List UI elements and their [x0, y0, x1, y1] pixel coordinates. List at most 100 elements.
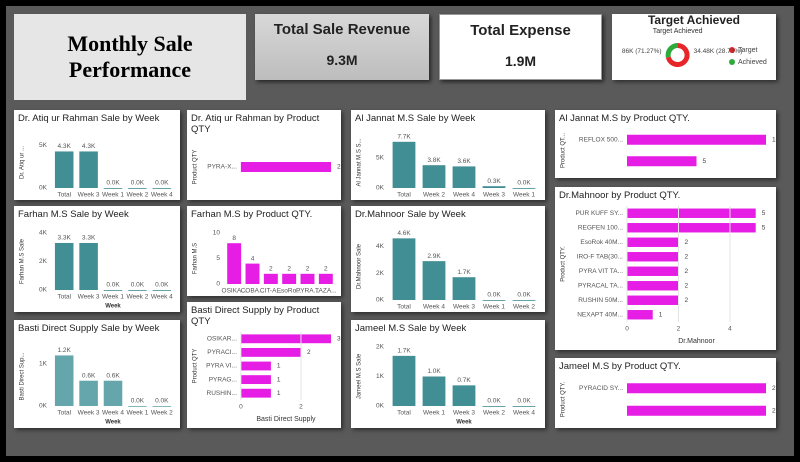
y-axis-label: Dr. Atiq ur ... [20, 146, 26, 179]
chart-panel: Al Jannat M.S Sale by Week Al Jannat M.S … [351, 110, 545, 200]
bar [103, 290, 123, 291]
value-label: 0.0K [131, 398, 145, 405]
donut-slice [665, 43, 690, 68]
chart: Jameel M.S Sale 0K 1K 2K 1.7K Total 1.0K Week 1… [357, 344, 536, 426]
x-tick-label: Week 3 [483, 192, 505, 199]
chart-title: Al Jannat M.S Sale by Week [355, 113, 476, 124]
x-tick-label: Week 2 [151, 410, 173, 417]
x-tick-label: Total [397, 192, 411, 199]
chart-panel: Jameel M.S Sale by Week Jameel M.S Sale 0K… [351, 320, 545, 428]
chart: Dr.Mahnoor Sale 0K 2K 4K 4.6K Total 2.9K Week 4… [357, 230, 536, 311]
y-tick-label: OSIKAR... [207, 336, 237, 343]
y-tick-label: 4K [376, 243, 385, 250]
value-label: 3.3K [82, 235, 96, 242]
y-tick-label: 4K [39, 230, 48, 237]
y-tick-label: 0K [376, 185, 385, 192]
value-label: 3 [337, 336, 341, 343]
x-tick-label: Week 3 [453, 410, 475, 417]
bar [627, 383, 766, 394]
bar [152, 188, 172, 189]
value-label: 1.0K [427, 368, 441, 375]
bar [54, 355, 74, 406]
x-tick-label: Week 4 [102, 410, 124, 417]
bar [452, 277, 476, 300]
value-label: 2 [772, 385, 776, 392]
bar [128, 290, 147, 291]
x-tick-label: Week 4 [151, 192, 173, 199]
bar [128, 406, 147, 407]
bar [79, 242, 98, 290]
y-tick-label: 0K [39, 287, 48, 294]
legend-title: Target Achieved [653, 28, 703, 35]
x-tick-label: Week 1 [126, 410, 148, 417]
chart: Product QTY. 5 PUR KUFF SY... 5 REGFEN 100..… [561, 206, 766, 345]
chart-panel: Basti Direct Supply Sale by Week Basti Di… [14, 320, 180, 428]
y-tick-label: EsoRok 40M... [580, 239, 623, 246]
bar [512, 406, 536, 407]
value-label: 5 [762, 210, 766, 217]
value-label: 0.0K [106, 180, 120, 187]
y-tick-label: RUSHIN... [207, 390, 238, 397]
y-axis-label: Al Jannat M.S S... [357, 138, 363, 186]
value-label: 1 [277, 390, 281, 397]
legend-label: Target [738, 47, 758, 54]
bar [422, 376, 446, 406]
x-axis-label: Basti Direct Supply [256, 416, 316, 423]
value-label: 2 [324, 266, 328, 273]
value-label: 2 [306, 266, 310, 273]
bar [452, 385, 476, 406]
x-tick-label: Week 3 [78, 294, 100, 301]
x-tick-label: OSIKA... [222, 288, 247, 295]
value-label: 0.0K [155, 282, 169, 289]
bar [627, 252, 679, 262]
chart-title: Basti Direct Supply by Product QTY [191, 305, 320, 327]
y-tick-label: 1K [376, 373, 385, 380]
chart: Farhan M.S Sale 0K 2K 4K 3.3K Total 3.3K Week 3… [20, 230, 174, 310]
y-tick-label: PUR KUFF SY... [575, 210, 623, 217]
x-tick-label: Week 1 [513, 192, 535, 199]
y-axis-label: Dr.Mahnoor Sale [357, 243, 363, 289]
x-tick-label: Week 4 [513, 410, 535, 417]
header-title: Monthly Sale Performance [14, 14, 246, 100]
chart-panel: Dr. Atiq ur Rahman by Product QTY Product… [187, 110, 341, 200]
chart: Product QTY. 2 PYRACID SY... 2 [561, 381, 776, 417]
y-tick-label: 2K [376, 344, 385, 351]
x-axis-label: Week [105, 420, 121, 426]
x-axis-label: Dr.Mahnoor [678, 338, 715, 345]
x-tick-label: 2 [299, 404, 303, 411]
chart-panel: Dr. Atiq ur Rahman Sale by Week Dr. Atiq … [14, 110, 180, 200]
x-tick-label: Week 3 [78, 410, 100, 417]
y-axis-label: Product QTY [193, 150, 199, 185]
x-tick-label: Week 3 [453, 304, 475, 311]
bar [392, 238, 416, 300]
bar [240, 162, 331, 172]
x-tick-label: Week 1 [423, 410, 445, 417]
bar [452, 166, 476, 188]
value-label: 2 [684, 239, 688, 246]
value-label: 4 [251, 255, 255, 262]
chart-title: Dr.Mahnoor by Product QTY. [559, 190, 681, 201]
y-tick-label: RUSHIN 50M... [578, 297, 623, 304]
y-tick-label: 2K [376, 270, 385, 277]
bar [152, 406, 172, 407]
x-tick-label: Week 2 [513, 304, 535, 311]
value-label: 34.48K (28.73%) [694, 48, 743, 55]
value-label: 1 [659, 311, 663, 318]
x-tick-label: PYRA... [296, 288, 319, 295]
bar [482, 300, 506, 301]
y-tick-label: NEXAPT 40M... [577, 311, 623, 318]
bar [227, 243, 242, 284]
bar [240, 347, 301, 357]
x-tick-label: Week 4 [423, 304, 445, 311]
x-axis-label: Week [456, 420, 472, 426]
bar [300, 273, 315, 284]
value-label: 3.8K [427, 157, 441, 164]
bar [103, 188, 123, 189]
bar [263, 273, 278, 284]
y-tick-label: 0K [376, 297, 385, 304]
value-label: 2 [772, 407, 776, 414]
x-tick-label: EsoRo... [277, 288, 302, 295]
chart-title: Jameel M.S by Product QTY. [559, 361, 681, 372]
y-tick-label: 10 [213, 230, 221, 237]
bar [627, 266, 679, 276]
